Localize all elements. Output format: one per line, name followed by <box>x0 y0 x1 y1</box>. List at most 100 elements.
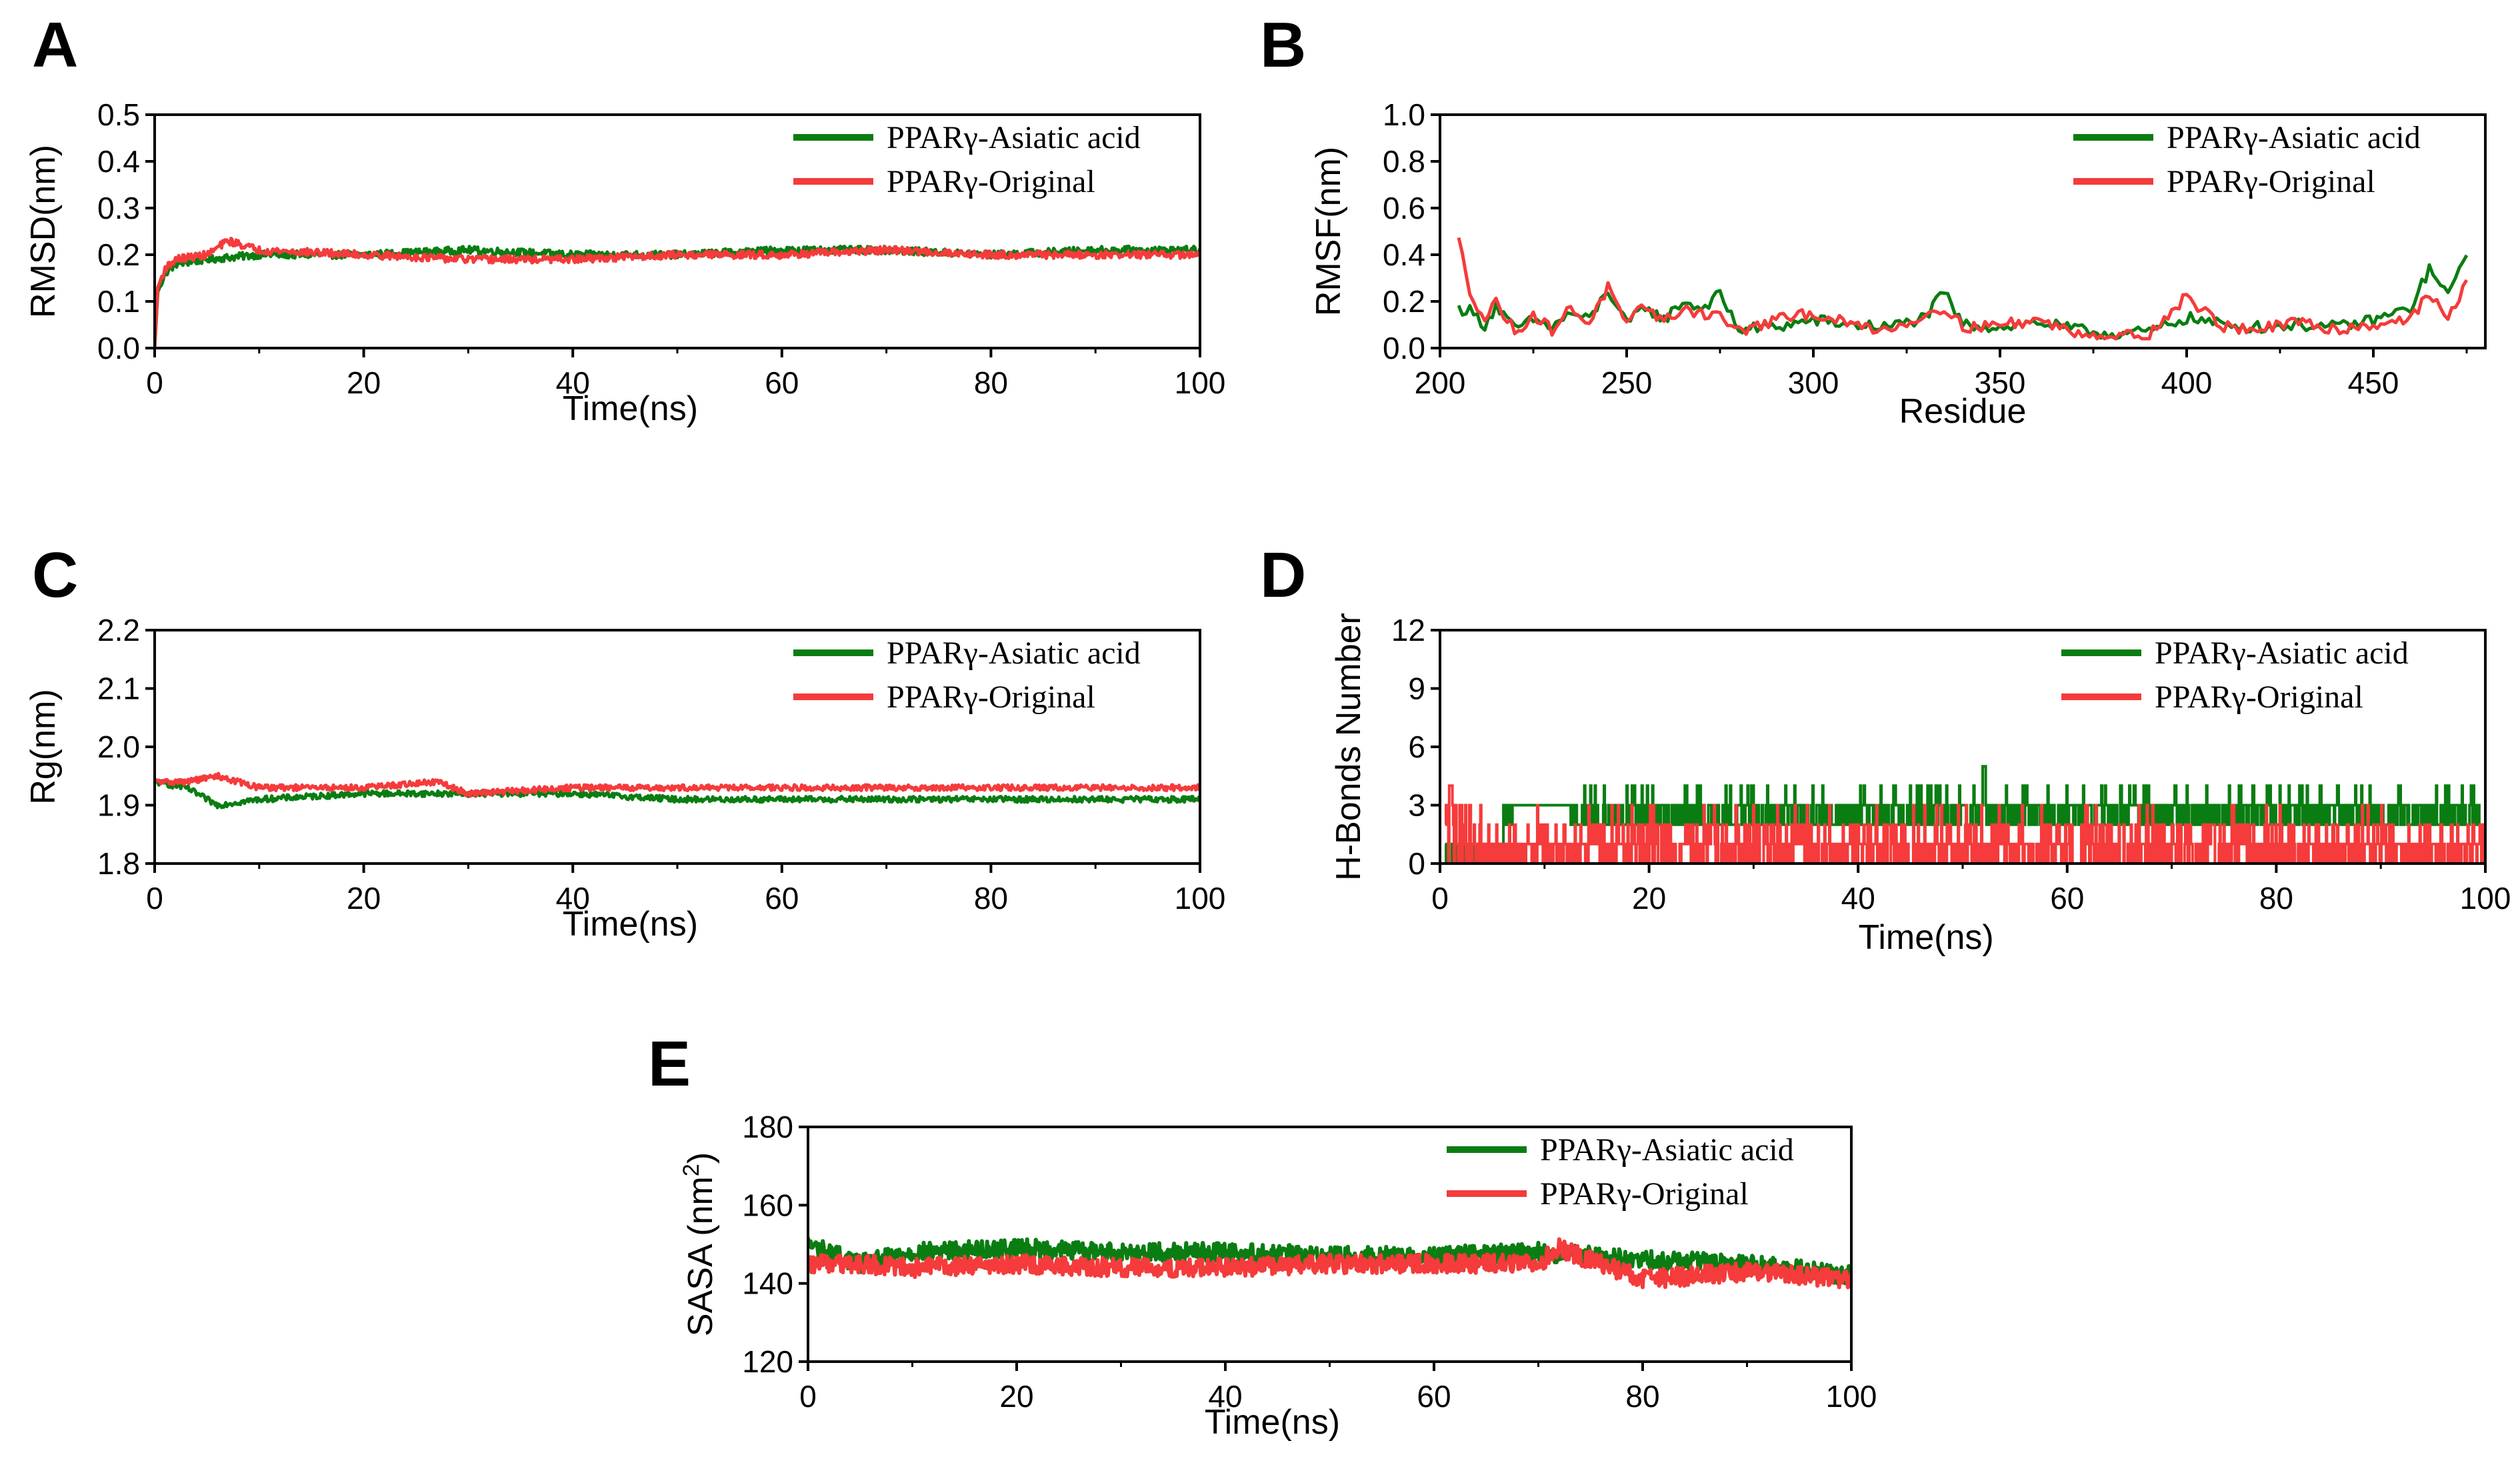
legend-label-B-2: PPARγ-Original <box>2167 164 2375 199</box>
x-tick-label-B-1: 250 <box>1601 365 1653 400</box>
panel-label-D: D <box>1260 539 1306 611</box>
legend-label-E-1: PPARγ-Asiatic acid <box>1540 1132 1794 1168</box>
y-tick-label-E-1: 140 <box>742 1266 793 1301</box>
y-tick-label-E-3: 180 <box>742 1110 793 1144</box>
x-tick-label-B-0: 200 <box>1415 365 1466 400</box>
x-tick-label-A-5: 100 <box>1175 365 1226 400</box>
x-tick-label-A-1: 20 <box>347 365 381 400</box>
y-tick-label-A-5: 0.5 <box>97 97 140 132</box>
y-tick-label-E-0: 120 <box>742 1344 793 1379</box>
legend-label-A-1: PPARγ-Asiatic acid <box>887 120 1141 155</box>
series-line-C-2 <box>155 772 1200 798</box>
x-tick-label-D-2: 40 <box>1841 881 1875 916</box>
y-tick-label-C-0: 1.8 <box>97 846 140 881</box>
x-tick-label-C-3: 60 <box>765 881 799 916</box>
x-tick-label-E-3: 60 <box>1417 1379 1451 1414</box>
y-tick-label-C-3: 2.1 <box>97 671 140 706</box>
series-line-A-2 <box>155 237 1200 348</box>
x-tick-label-A-4: 80 <box>974 365 1008 400</box>
y-tick-label-D-3: 9 <box>1408 671 1425 706</box>
x-tick-label-B-3: 350 <box>1975 365 2026 400</box>
plot-area-D <box>1445 765 2485 864</box>
x-tick-label-C-2: 40 <box>556 881 590 916</box>
y-axis-label-C: Rg(nm) <box>24 689 63 804</box>
y-tick-label-D-0: 0 <box>1408 846 1425 881</box>
panel-C: C 0 20 40 60 80 100 1.8 1.9 2.0 2.1 2.2 Time(ns) Rg(n… <box>24 539 1225 944</box>
y-tick-label-D-4: 12 <box>1391 613 1425 647</box>
x-tick-label-D-3: 60 <box>2050 881 2084 916</box>
x-tick-label-D-1: 20 <box>1632 881 1666 916</box>
x-axis-label-C: Time(ns) <box>563 905 698 944</box>
panel-label-B: B <box>1260 9 1306 81</box>
panel-label-E: E <box>648 1028 691 1100</box>
y-tick-label-C-4: 2.2 <box>97 613 140 647</box>
x-tick-label-A-3: 60 <box>765 365 799 400</box>
x-axis-label-E: Time(ns) <box>1205 1403 1340 1442</box>
x-tick-label-B-2: 300 <box>1788 365 1839 400</box>
x-tick-label-E-0: 0 <box>799 1379 817 1414</box>
x-tick-label-E-5: 100 <box>1826 1379 1877 1414</box>
plot-area-A <box>155 237 1200 348</box>
y-axis-label-A: RMSD(nm) <box>24 145 63 318</box>
y-axis-label-B: RMSF(nm) <box>1309 147 1348 316</box>
x-tick-label-C-1: 20 <box>347 881 381 916</box>
x-tick-label-D-5: 100 <box>2460 881 2511 916</box>
panel-B: B 200 250 300 350 400 450 0.0 0.2 0.4 0.6 0.8 1.0 Res… <box>1260 9 2487 431</box>
y-axis-label-D: H-Bonds Number <box>1329 613 1368 881</box>
y-tick-label-B-1: 0.2 <box>1383 284 1425 319</box>
y-tick-label-B-3: 0.6 <box>1383 191 1425 225</box>
y-tick-label-B-0: 0.0 <box>1383 331 1425 365</box>
x-tick-label-D-0: 0 <box>1431 881 1449 916</box>
legend-label-D-1: PPARγ-Asiatic acid <box>2155 635 2409 671</box>
x-tick-label-D-4: 80 <box>2259 881 2293 916</box>
legend-label-A-2: PPARγ-Original <box>887 164 1095 199</box>
y-tick-label-B-2: 0.4 <box>1383 237 1425 272</box>
y-tick-label-A-0: 0.0 <box>97 331 140 365</box>
x-tick-label-A-2: 40 <box>556 365 590 400</box>
series-line-E-2 <box>808 1237 1851 1290</box>
panel-A: A 0 20 40 60 80 100 0.0 0.1 0.2 0.3 0.4 0.5 Time(ns) R… <box>24 9 1225 428</box>
legend-label-B-1: PPARγ-Asiatic acid <box>2167 120 2421 155</box>
panel-E: E 0 20 40 60 80 100 120 140 160 180 Time(ns) SASA (n… <box>648 1028 1877 1442</box>
x-tick-label-B-4: 400 <box>2161 365 2213 400</box>
x-axis-label-D: Time(ns) <box>1859 918 1994 957</box>
series-line-A-1 <box>155 244 1200 348</box>
legend-label-D-2: PPARγ-Original <box>2155 679 2363 715</box>
panel-label-C: C <box>32 539 78 611</box>
y-tick-label-E-2: 160 <box>742 1188 793 1222</box>
y-tick-label-A-4: 0.4 <box>97 144 140 179</box>
panel-D: D 0 20 40 60 80 100 0 3 6 9 12 Time(ns) H-Bonds Numbe… <box>1260 539 2511 957</box>
legend-label-C-2: PPARγ-Original <box>887 679 1095 715</box>
y-axis-label-E: SASA (nm2) <box>679 1152 720 1336</box>
y-tick-label-C-1: 1.9 <box>97 788 140 823</box>
x-tick-label-E-2: 40 <box>1208 1379 1242 1414</box>
x-axis-label-B: Residue <box>1899 392 2027 431</box>
x-tick-label-C-4: 80 <box>974 881 1008 916</box>
plot-area-E <box>808 1237 1851 1290</box>
x-tick-label-E-1: 20 <box>999 1379 1033 1414</box>
x-tick-label-A-0: 0 <box>146 365 163 400</box>
y-tick-label-B-5: 1.0 <box>1383 97 1425 132</box>
plot-area-C <box>155 772 1200 810</box>
x-tick-label-B-5: 450 <box>2348 365 2399 400</box>
series-line-C-1 <box>155 778 1200 810</box>
series-line-D-2 <box>1445 784 2485 864</box>
plot-area-B <box>1457 237 2469 341</box>
x-axis-label-A: Time(ns) <box>563 389 698 428</box>
legend-label-C-1: PPARγ-Asiatic acid <box>887 635 1141 671</box>
y-tick-label-D-2: 6 <box>1408 729 1425 764</box>
y-tick-label-C-2: 2.0 <box>97 729 140 764</box>
y-tick-label-A-3: 0.3 <box>97 191 140 225</box>
y-tick-label-B-4: 0.8 <box>1383 144 1425 179</box>
plot-frame-B <box>1439 113 2487 349</box>
x-tick-label-E-4: 80 <box>1625 1379 1659 1414</box>
x-tick-label-C-0: 0 <box>146 881 163 916</box>
panel-label-A: A <box>32 9 78 81</box>
y-tick-label-A-2: 0.2 <box>97 237 140 272</box>
y-tick-label-D-1: 3 <box>1408 788 1425 823</box>
series-line-B-2 <box>1457 237 2469 341</box>
y-tick-label-A-1: 0.1 <box>97 284 140 319</box>
x-tick-label-C-5: 100 <box>1175 881 1226 916</box>
legend-label-E-2: PPARγ-Original <box>1540 1176 1749 1212</box>
